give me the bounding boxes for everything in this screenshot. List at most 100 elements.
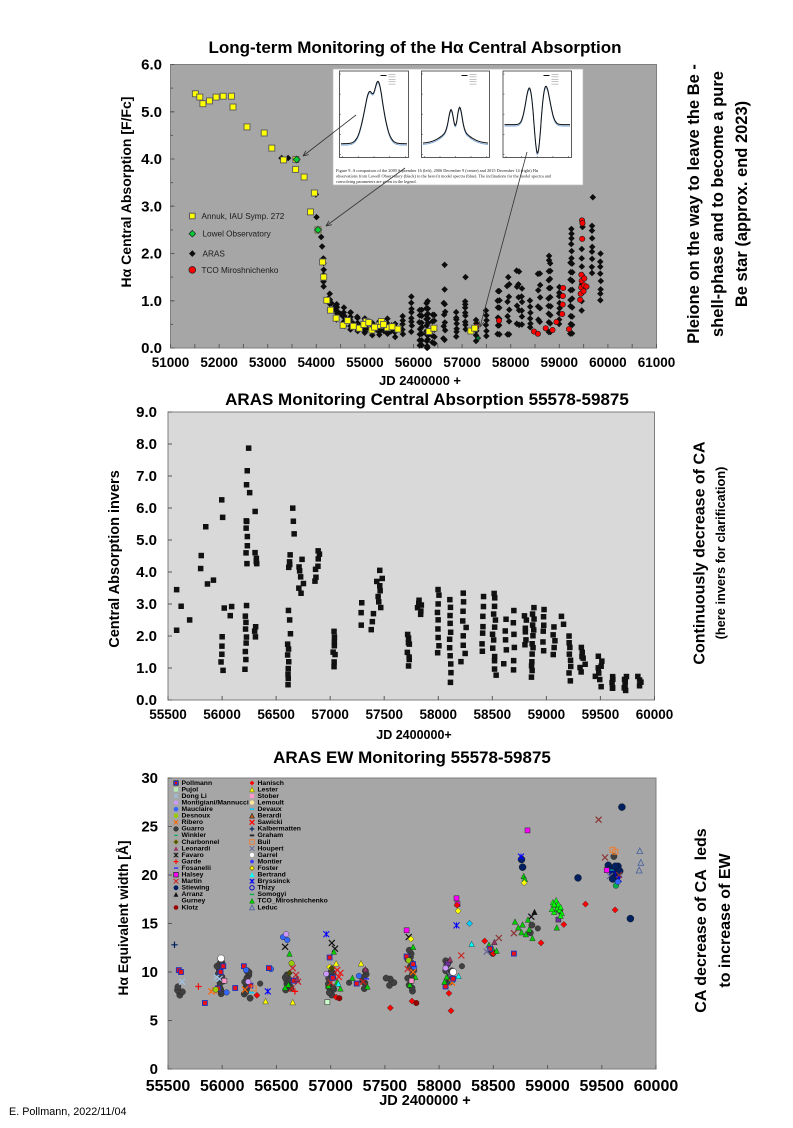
svg-text:5.0: 5.0 xyxy=(136,532,157,549)
svg-text:58000: 58000 xyxy=(417,1078,462,1095)
svg-text:Lowel Observatory: Lowel Observatory xyxy=(203,230,272,239)
svg-text:Leonardi: Leonardi xyxy=(182,845,211,852)
svg-text:ARAS EW Monitoring 55578-59875: ARAS EW Monitoring 55578-59875 xyxy=(273,748,551,767)
svg-text:52000: 52000 xyxy=(200,355,238,370)
svg-text:Montigiani/Mannucci: Montigiani/Mannucci xyxy=(182,799,249,806)
svg-text:Leduc: Leduc xyxy=(258,904,278,911)
svg-text:7.0: 7.0 xyxy=(136,468,157,485)
svg-text:3.0: 3.0 xyxy=(136,596,157,613)
svg-text:5.0: 5.0 xyxy=(141,104,162,121)
svg-text:Pujol: Pujol xyxy=(182,786,199,793)
svg-text:2.0: 2.0 xyxy=(136,628,157,645)
svg-text:(here invers for clarification: (here invers for clarification) xyxy=(713,467,728,640)
svg-text:CA decrease of CA leds: CA decrease of CA leds xyxy=(693,828,710,1012)
svg-text:Long-term Monitoring of the Hα: Long-term Monitoring of the Hα Central A… xyxy=(208,38,621,57)
svg-text:Graham: Graham xyxy=(258,832,284,839)
svg-text:0: 0 xyxy=(150,1061,158,1078)
svg-text:Hanisch: Hanisch xyxy=(258,780,284,787)
svg-text:1.0: 1.0 xyxy=(136,660,157,677)
svg-text:59000: 59000 xyxy=(525,1078,570,1095)
svg-text:ARAS: ARAS xyxy=(203,250,226,259)
svg-text:Montier: Montier xyxy=(258,858,283,865)
svg-text:51000: 51000 xyxy=(152,355,190,370)
svg-text:55500: 55500 xyxy=(149,707,187,722)
svg-text:56000: 56000 xyxy=(395,355,433,370)
svg-text:6.0: 6.0 xyxy=(141,57,162,74)
svg-text:57000: 57000 xyxy=(308,1078,353,1095)
svg-text:1.0: 1.0 xyxy=(141,293,162,310)
svg-text:Winkler: Winkler xyxy=(182,832,207,839)
svg-text:TCO Miroshnichenko: TCO Miroshnichenko xyxy=(202,266,279,275)
svg-text:Berardi: Berardi xyxy=(258,813,282,820)
svg-text:4.0: 4.0 xyxy=(136,564,157,581)
svg-text:57000: 57000 xyxy=(443,355,481,370)
svg-text:E. Pollmann, 2022/11/04: E. Pollmann, 2022/11/04 xyxy=(9,1106,126,1118)
svg-text:25: 25 xyxy=(141,819,158,836)
svg-text:Hα Central Absorption [F/Fc]: Hα Central Absorption [F/Fc] xyxy=(118,97,134,288)
svg-text:shell-phase and to become a pu: shell-phase and to become a pure xyxy=(709,71,727,337)
svg-text:20: 20 xyxy=(141,867,158,884)
svg-text:Dong Li: Dong Li xyxy=(182,793,207,800)
svg-text:observations from Lowell Obser: observations from Lowell Observatory (bl… xyxy=(336,174,552,179)
svg-text:15: 15 xyxy=(141,916,158,933)
svg-text:55000: 55000 xyxy=(346,355,384,370)
svg-text:Annuk, IAU Symp. 272: Annuk, IAU Symp. 272 xyxy=(202,212,285,221)
svg-text:57500: 57500 xyxy=(363,1078,408,1095)
svg-text:61000: 61000 xyxy=(638,355,676,370)
svg-text:53000: 53000 xyxy=(249,355,287,370)
svg-text:59500: 59500 xyxy=(582,707,620,722)
svg-text:57000: 57000 xyxy=(311,707,349,722)
svg-text:55500: 55500 xyxy=(146,1078,191,1095)
svg-text:59500: 59500 xyxy=(580,1078,625,1095)
svg-text:to increase of EW: to increase of EW xyxy=(717,852,734,987)
svg-text:Garde: Garde xyxy=(182,858,202,865)
svg-text:JD 2400000 +: JD 2400000 + xyxy=(379,1093,471,1109)
svg-text:Figure 9. A comparison of the: Figure 9. A comparison of the 2005 Septe… xyxy=(336,168,539,174)
svg-text:54000: 54000 xyxy=(298,355,336,370)
svg-text:Garrel: Garrel xyxy=(258,852,278,859)
svg-text:Pollmann: Pollmann xyxy=(182,780,213,787)
svg-text:Mauclaire: Mauclaire xyxy=(182,806,214,813)
svg-text:8.0: 8.0 xyxy=(136,436,157,453)
svg-text:57500: 57500 xyxy=(365,707,403,722)
svg-text:Fosanelli: Fosanelli xyxy=(182,865,212,872)
svg-text:30: 30 xyxy=(141,770,158,787)
svg-text:Charbonnel: Charbonnel xyxy=(182,839,220,846)
svg-text:TCO_Miroshnichenko: TCO_Miroshnichenko xyxy=(258,898,328,905)
svg-text:JD 2400000+: JD 2400000+ xyxy=(376,728,451,742)
svg-text:3.0: 3.0 xyxy=(141,198,162,215)
svg-text:5: 5 xyxy=(150,1013,158,1030)
svg-text:Buil: Buil xyxy=(258,839,271,846)
svg-text:56500: 56500 xyxy=(257,707,295,722)
svg-text:Desnoux: Desnoux xyxy=(182,813,211,820)
svg-text:Stiewing: Stiewing xyxy=(182,885,210,892)
svg-text:Arranz: Arranz xyxy=(182,891,204,898)
svg-text:Pleione on the way to leave th: Pleione on the way to leave the Be - xyxy=(685,64,703,344)
svg-text:60000: 60000 xyxy=(636,707,674,722)
svg-text:Devaux: Devaux xyxy=(258,806,282,813)
svg-text:Bryssinck: Bryssinck xyxy=(258,878,291,885)
svg-text:59000: 59000 xyxy=(528,707,566,722)
svg-text:Lemoult: Lemoult xyxy=(258,799,285,806)
svg-text:Klotz: Klotz xyxy=(182,904,199,911)
svg-text:Halsey: Halsey xyxy=(182,872,204,879)
svg-text:Favaro: Favaro xyxy=(182,852,204,859)
svg-text:56000: 56000 xyxy=(203,707,241,722)
svg-text:60000: 60000 xyxy=(589,355,627,370)
svg-text:Somogyi: Somogyi xyxy=(258,891,287,898)
svg-text:58000: 58000 xyxy=(420,707,458,722)
svg-text:Ribero: Ribero xyxy=(182,819,204,826)
svg-text:0.0: 0.0 xyxy=(141,340,162,357)
svg-text:Thizy: Thizy xyxy=(258,885,276,892)
svg-text:Be star (approx. end 2023): Be star (approx. end 2023) xyxy=(733,101,751,307)
svg-text:Martin: Martin xyxy=(182,878,202,885)
svg-text:56000: 56000 xyxy=(200,1078,245,1095)
svg-text:Sawicki: Sawicki xyxy=(258,819,283,826)
svg-text:0.0: 0.0 xyxy=(136,692,157,709)
svg-text:Continuously decrease of CA: Continuously decrease of CA xyxy=(691,441,708,665)
svg-text:9.0: 9.0 xyxy=(136,404,157,421)
svg-text:Hα Equivalent width [Å]: Hα Equivalent width [Å] xyxy=(115,841,131,996)
svg-text:convolving parameters are give: convolving parameters are given in the l… xyxy=(336,179,417,184)
svg-text:58500: 58500 xyxy=(471,1078,516,1095)
svg-text:Guarro: Guarro xyxy=(182,826,205,833)
